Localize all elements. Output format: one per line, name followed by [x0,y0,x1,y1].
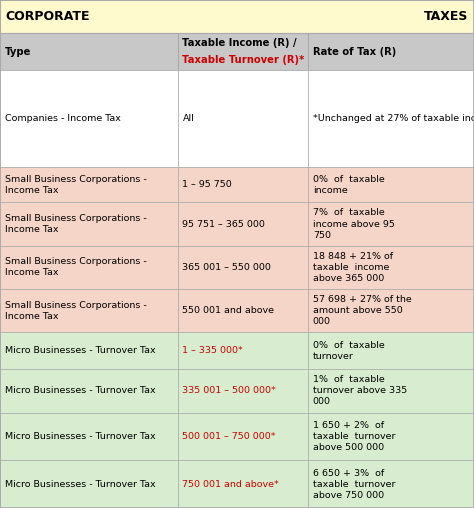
Bar [178,289,308,332]
Bar [178,460,308,508]
Text: 500 001 – 750 000*: 500 001 – 750 000* [182,432,276,441]
Text: 1 650 + 2%  of
taxable  turnover
above 500 000: 1 650 + 2% of taxable turnover above 500… [313,421,395,452]
Bar [308,202,474,246]
Text: Micro Businesses - Turnover Tax: Micro Businesses - Turnover Tax [5,432,155,441]
Bar [178,246,308,289]
Bar [308,369,474,412]
Text: 550 001 and above: 550 001 and above [182,306,274,315]
Bar [308,412,474,460]
Text: 7%  of  taxable
income above 95
750: 7% of taxable income above 95 750 [313,208,395,240]
Text: Taxable Turnover (R)*: Taxable Turnover (R)* [182,55,305,65]
Text: Small Business Corporations -
Income Tax: Small Business Corporations - Income Tax [5,214,146,234]
Text: 335 001 – 500 000*: 335 001 – 500 000* [182,387,276,395]
Text: Small Business Corporations -
Income Tax: Small Business Corporations - Income Tax [5,175,146,195]
Text: Companies - Income Tax: Companies - Income Tax [5,114,120,123]
Text: Small Business Corporations -
Income Tax: Small Business Corporations - Income Tax [5,301,146,321]
Text: Micro Businesses - Turnover Tax: Micro Businesses - Turnover Tax [5,480,155,489]
Bar [0,332,178,369]
Text: 750 001 and above*: 750 001 and above* [182,480,279,489]
Bar [178,33,308,70]
Bar [308,33,474,70]
Text: CORPORATE: CORPORATE [6,10,90,23]
Bar [308,167,474,202]
Bar [0,412,178,460]
Bar [308,289,474,332]
Text: 95 751 – 365 000: 95 751 – 365 000 [182,219,265,229]
Text: 1 – 335 000*: 1 – 335 000* [182,346,243,355]
Bar [178,332,308,369]
Bar [178,412,308,460]
Bar [0,0,474,33]
Text: 6 650 + 3%  of
taxable  turnover
above 750 000: 6 650 + 3% of taxable turnover above 750… [313,468,395,500]
Text: 1%  of  taxable
turnover above 335
000: 1% of taxable turnover above 335 000 [313,375,407,406]
Bar [0,369,178,412]
Bar [0,460,178,508]
Text: *Unchanged at 27% of taxable income for companies with years of assessment endin: *Unchanged at 27% of taxable income for … [313,114,474,123]
Text: Rate of Tax (R): Rate of Tax (R) [313,47,396,56]
Bar [0,70,178,167]
Bar [0,289,178,332]
Bar [178,167,308,202]
Bar [178,369,308,412]
Bar [308,70,474,167]
Bar [308,460,474,508]
Bar [0,167,178,202]
Bar [308,246,474,289]
Bar [0,202,178,246]
Text: 1 – 95 750: 1 – 95 750 [182,180,232,189]
Text: Type: Type [5,47,31,56]
Bar [0,246,178,289]
Bar [178,202,308,246]
Text: 18 848 + 21% of
taxable  income
above 365 000: 18 848 + 21% of taxable income above 365… [313,252,393,283]
Bar [308,332,474,369]
Text: All: All [182,114,194,123]
Text: 365 001 – 550 000: 365 001 – 550 000 [182,263,271,272]
Text: Micro Businesses - Turnover Tax: Micro Businesses - Turnover Tax [5,387,155,395]
Text: Small Business Corporations -
Income Tax: Small Business Corporations - Income Tax [5,258,146,277]
Bar [178,70,308,167]
Bar [0,33,178,70]
Text: TAXES: TAXES [424,10,468,23]
Text: 57 698 + 27% of the
amount above 550
000: 57 698 + 27% of the amount above 550 000 [313,295,411,326]
Text: Micro Businesses - Turnover Tax: Micro Businesses - Turnover Tax [5,346,155,355]
Text: Taxable Income (R) /: Taxable Income (R) / [182,39,297,48]
Text: 0%  of  taxable
income: 0% of taxable income [313,175,384,195]
Text: 0%  of  taxable
turnover: 0% of taxable turnover [313,341,384,361]
